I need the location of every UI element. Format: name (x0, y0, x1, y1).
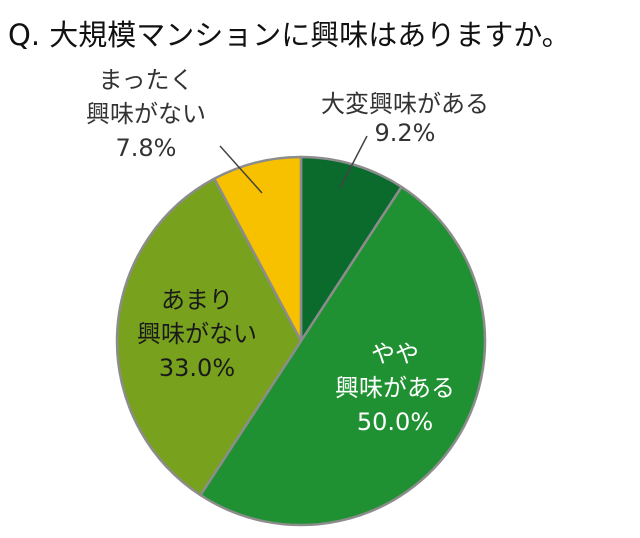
pie-slice-somewhat (199, 185, 487, 527)
slice-category-not-much: 興味がない (137, 320, 257, 348)
slice-labels: 大変興味がある 9.2%やや興味がある 50.0%あまり興味がない 33.0%まったく… (86, 66, 489, 436)
leader-line-very (339, 135, 368, 189)
slice-category-not-at-all: 興味がない (86, 100, 206, 128)
slice-value-not-much: 33.0% (159, 354, 235, 382)
pie-slices (115, 155, 487, 527)
slice-category-not-much: あまり (161, 286, 233, 314)
slice-category-somewhat: 興味がある (335, 374, 455, 402)
slice-value-somewhat: 50.0% (357, 408, 433, 436)
slice-label-very: 大変興味がある 9.2% (321, 90, 489, 147)
slice-category-not-at-all: まったく (98, 66, 193, 94)
pie-slice-very (299, 155, 403, 343)
leader-line-not-at-all (219, 145, 263, 194)
slice-label-somewhat: やや興味がある 50.0% (335, 340, 455, 436)
pie-slice-not-much (115, 177, 303, 497)
pie-slice-not-at-all (213, 155, 303, 343)
slice-category-very: 大変興味がある (321, 90, 489, 118)
chart-title: Q. 大規模マンションに興味はありますか。 (8, 18, 571, 52)
leader-lines (219, 135, 368, 194)
slice-label-not-at-all: まったく興味がない 7.8% (86, 66, 206, 162)
slice-label-not-much: あまり興味がない 33.0% (137, 286, 257, 382)
slice-value-not-at-all: 7.8% (116, 134, 177, 162)
slice-category-somewhat: やや (371, 340, 419, 368)
slice-value-very: 9.2% (375, 119, 436, 147)
